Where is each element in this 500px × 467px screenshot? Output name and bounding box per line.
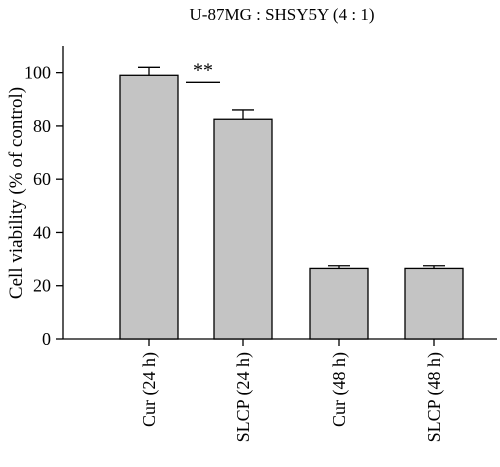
x-tick-label: SLCP (48 h) (424, 352, 445, 442)
chart-title: U-87MG : SHSY5Y (4 : 1) (190, 5, 375, 24)
y-tick-label: 20 (33, 276, 51, 296)
y-axis-label: Cell viability (% of control) (6, 87, 27, 299)
y-tick-label: 80 (33, 116, 51, 136)
y-tick-label: 100 (24, 63, 51, 83)
bar (119, 74, 179, 340)
y-tick-label: 0 (42, 329, 51, 349)
x-tick-label: SLCP (24 h) (233, 352, 254, 442)
plot-area: 0 20 40 60 80 100 Cur (24 h) SLCP (24 h) Cur (48… (24, 46, 497, 442)
bar (309, 267, 369, 340)
x-tick-label: Cur (24 h) (139, 352, 160, 427)
bar (404, 267, 464, 340)
bar (213, 118, 273, 340)
y-tick-label: 60 (33, 169, 51, 189)
y-tick-label: 40 (33, 222, 51, 242)
x-tick-label: Cur (48 h) (329, 352, 350, 427)
significance-label: ** (193, 59, 213, 81)
